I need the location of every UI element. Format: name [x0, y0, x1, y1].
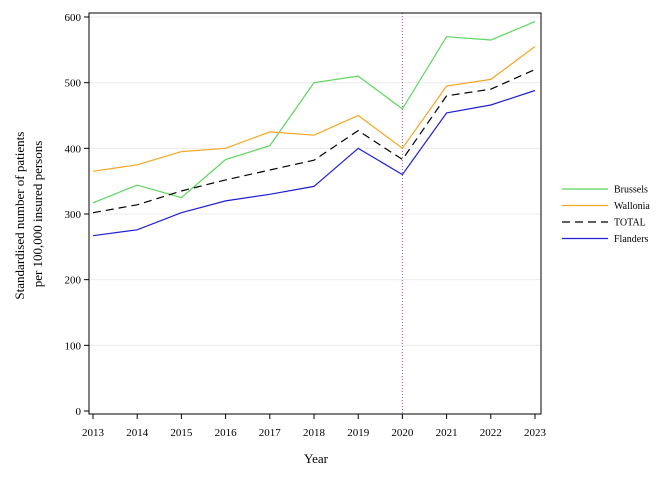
- x-tick-label-2019: 2019: [347, 427, 370, 439]
- series-line-wallonia: [92, 46, 536, 172]
- y-tick-label-200: 200: [65, 275, 82, 287]
- x-tick-label-2014: 2014: [126, 427, 149, 439]
- x-tick-label-2023: 2023: [524, 427, 547, 439]
- legend-label-total: TOTAL: [614, 218, 646, 229]
- y-axis: 0 100 200 300 400 500 600: [65, 12, 89, 418]
- x-axis-title: Year: [304, 451, 329, 466]
- legend-label-wallonia: Wallonia: [614, 201, 650, 212]
- legend-label-brussels: Brussels: [614, 185, 648, 196]
- gridlines: [89, 16, 541, 346]
- x-tick-label-2018: 2018: [303, 427, 326, 439]
- y-axis-title-line-2: per 100,000 insured persons: [30, 141, 45, 288]
- y-tick-label-100: 100: [65, 340, 82, 352]
- y-tick-label-0: 0: [76, 406, 82, 418]
- y-axis-title-line-1: Standardised number of patients: [12, 132, 27, 300]
- y-tick-label-300: 300: [65, 209, 82, 221]
- legend: Brussels Wallonia TOTAL Flanders: [562, 185, 650, 245]
- y-tick-label-500: 500: [65, 78, 82, 90]
- x-axis: 2013 2014 2015 2016 2017 2018 2019 2020 2021 2022…: [82, 414, 547, 439]
- series-line-total: [92, 68, 536, 214]
- series-line-brussels: [92, 21, 536, 204]
- series-lines: [92, 21, 536, 237]
- y-tick-label-400: 400: [65, 143, 82, 155]
- series-line-flanders: [92, 89, 536, 237]
- x-tick-label-2015: 2015: [170, 427, 193, 439]
- x-tick-label-2016: 2016: [215, 427, 238, 439]
- x-tick-label-2022: 2022: [480, 427, 502, 439]
- y-axis-title: Standardised number of patients per 100,…: [12, 128, 45, 299]
- x-tick-label-2013: 2013: [82, 427, 105, 439]
- legend-label-flanders: Flanders: [614, 234, 649, 245]
- y-tick-label-600: 600: [65, 12, 82, 24]
- x-tick-label-2020: 2020: [391, 427, 414, 439]
- x-tick-label-2021: 2021: [436, 427, 458, 439]
- x-tick-label-2017: 2017: [259, 427, 282, 439]
